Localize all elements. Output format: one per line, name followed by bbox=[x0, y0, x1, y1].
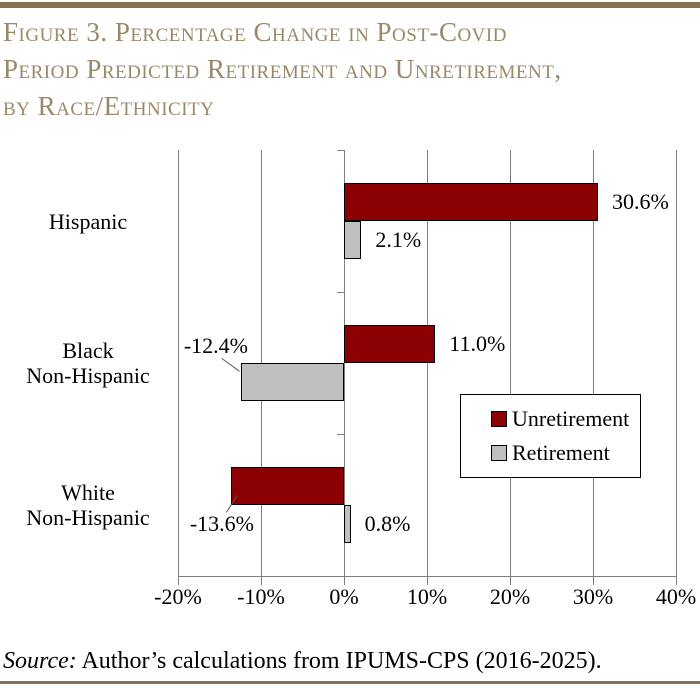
axis-tick--20 bbox=[177, 576, 179, 585]
axis-tick--10 bbox=[260, 576, 262, 585]
bar-black-non-hispanic-retirement bbox=[241, 363, 344, 401]
axis-tick-40 bbox=[675, 576, 677, 585]
axis-tick-30 bbox=[592, 576, 594, 585]
bar-value-label-hispanic-retirement: 2.1% bbox=[375, 227, 422, 252]
x-axis-label-40: 40% bbox=[655, 584, 697, 609]
axis-tick-0 bbox=[343, 576, 345, 585]
bar-value-label-hispanic-unretirement: 30.6% bbox=[611, 189, 669, 214]
figure-title: Figure 3. Percentage Change in Post-Covi… bbox=[3, 14, 562, 125]
bar-value-label-white-non-hispanic-unretirement: -13.6% bbox=[189, 511, 254, 536]
bottom-rule bbox=[0, 681, 700, 684]
x-axis-label-20: 20% bbox=[489, 584, 531, 609]
top-rule bbox=[0, 2, 700, 8]
gridline--20 bbox=[177, 150, 179, 576]
gridline-20 bbox=[509, 150, 511, 576]
x-axis-line bbox=[177, 576, 677, 577]
legend: Unretirement Retirement bbox=[460, 394, 641, 478]
legend-entry-unretirement: Unretirement bbox=[491, 405, 640, 431]
gridline-30 bbox=[592, 150, 594, 576]
bar-white-non-hispanic-unretirement bbox=[231, 467, 344, 505]
x-axis-label-10: 10% bbox=[406, 584, 448, 609]
title-line-2: Period Predicted Retirement and Unretire… bbox=[3, 54, 562, 84]
label-leader-line bbox=[221, 358, 240, 372]
category-label-white-non-hispanic: White Non-Hispanic bbox=[26, 480, 150, 530]
legend-swatch-unretirement-icon bbox=[491, 410, 507, 427]
bar-hispanic-retirement bbox=[344, 221, 362, 259]
gridline-0 bbox=[343, 150, 345, 585]
source-text: Author’s calculations from IPUMS-CPS (20… bbox=[81, 648, 602, 674]
category-axis-tick bbox=[336, 291, 344, 293]
x-axis-label--20: -20% bbox=[154, 584, 202, 609]
x-axis-label-30: 30% bbox=[572, 584, 614, 609]
bar-white-non-hispanic-retirement bbox=[344, 505, 351, 543]
bar-value-label-black-non-hispanic-unretirement: 11.0% bbox=[449, 331, 506, 356]
gridline-40 bbox=[675, 150, 677, 576]
category-axis-tick bbox=[336, 433, 344, 435]
bar-value-label-white-non-hispanic-retirement: 0.8% bbox=[364, 511, 411, 536]
legend-label: Unretirement bbox=[512, 405, 630, 431]
legend-label: Retirement bbox=[512, 440, 610, 466]
title-line-3: by Race/Ethnicity bbox=[3, 91, 215, 121]
gridline-10 bbox=[426, 150, 428, 576]
bar-black-non-hispanic-unretirement bbox=[344, 325, 436, 363]
bar-hispanic-unretirement bbox=[344, 183, 598, 221]
legend-entry-retirement: Retirement bbox=[491, 442, 640, 464]
source-label: Source: bbox=[3, 648, 77, 674]
bar-value-label-black-non-hispanic-retirement: -12.4% bbox=[183, 333, 248, 358]
category-axis-tick bbox=[336, 149, 344, 151]
axis-tick-10 bbox=[426, 576, 428, 585]
title-line-1: Figure 3. Percentage Change in Post-Covi… bbox=[3, 17, 507, 47]
x-axis-label--10: -10% bbox=[237, 584, 285, 609]
source-note: Source: Author’s calculations from IPUMS… bbox=[3, 648, 602, 675]
legend-swatch-retirement-icon bbox=[491, 445, 507, 462]
axis-tick-20 bbox=[509, 576, 511, 585]
category-label-hispanic: Hispanic bbox=[48, 208, 128, 234]
x-axis-label-0: 0% bbox=[329, 584, 359, 609]
category-label-black-non-hispanic: Black Non-Hispanic bbox=[26, 338, 150, 388]
